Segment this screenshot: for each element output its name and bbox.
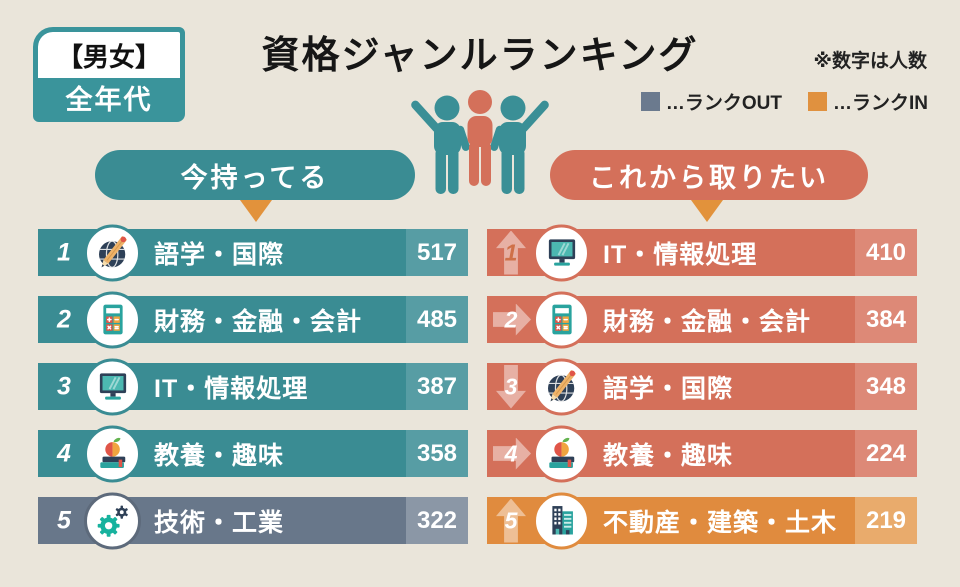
count-value: 219 [855,497,917,544]
count-value: 387 [406,363,468,410]
pointer-triangle-icon [240,200,272,222]
genre-label: 語学・国際 [154,240,285,269]
column-header-want: これから取りたい [550,150,868,200]
page-title: 資格ジャンルランキング [261,35,699,77]
monitor-icon [84,358,141,415]
rank-number: 4 [57,439,71,467]
genre-label: 財務・金融・会計 [154,307,363,336]
legend-rank-out-label: …ランクOUT [665,93,782,114]
apple-books-icon [84,425,141,482]
rank-number: 3 [504,373,518,399]
want-row-3: 3 語学・国際 348 [487,358,917,415]
genre-label: IT・情報処理 [154,374,309,403]
want-row-1: 1 IT・情報処理 410 [487,224,917,281]
badge-age-label: 全年代 [65,85,153,115]
rank-number: 1 [504,239,518,265]
genre-label: 教養・趣味 [154,441,285,470]
globe-pencil-icon [533,358,590,415]
have-row-4: 4 教養・趣味 358 [38,425,468,482]
genre-label: 技術・工業 [154,508,285,537]
count-value: 410 [855,229,917,276]
pointer-triangle-icon [691,200,723,222]
count-value: 348 [855,363,917,410]
calculator-icon [533,291,590,348]
count-value: 384 [855,296,917,343]
rank-in-swatch-icon [807,92,827,111]
count-value: 322 [406,497,468,544]
unit-note: ※数字は人数 [813,51,927,72]
genre-label: 語学・国際 [603,374,734,403]
rank-number: 4 [504,440,518,466]
have-row-3: 3 IT・情報処理 387 [38,358,468,415]
have-row-5-rank-out: 5 技術・工業 322 [38,492,468,549]
building-icon [533,492,590,549]
calculator-icon [84,291,141,348]
have-row-2: 2 財務・金融・会計 485 [38,291,468,348]
audience-badge: 【男女】 全年代 [33,27,185,122]
gears-icon [84,492,141,549]
rank-number: 3 [57,372,71,400]
want-row-4: 4 教養・趣味 224 [487,425,917,482]
legend-rank-in-label: …ランクIN [832,93,928,114]
count-value: 517 [406,229,468,276]
count-value: 224 [855,430,917,477]
three-people-icon [410,86,550,210]
globe-pencil-icon [84,224,141,281]
monitor-icon [533,224,590,281]
rank-number: 5 [504,507,518,533]
legend: …ランクOUT …ランクIN [640,88,928,115]
rank-number: 5 [57,506,71,534]
rank-number: 2 [57,305,71,333]
badge-gender-label: 【男女】 [38,32,180,78]
count-value: 358 [406,430,468,477]
count-value: 485 [406,296,468,343]
rank-out-swatch-icon [640,92,660,111]
genre-label: IT・情報処理 [603,240,758,269]
rank-number: 2 [504,306,518,332]
want-row-2: 2 財務・金融・会計 384 [487,291,917,348]
want-row-5-rank-in: 5 不動産・建築・土木 219 [487,492,917,549]
genre-label: 不動産・建築・土木 [603,508,838,537]
rank-number: 1 [57,238,71,266]
have-row-1: 1 語学・国際 517 [38,224,468,281]
genre-label: 財務・金融・会計 [603,307,812,336]
column-header-have: 今持ってる [95,150,415,200]
genre-label: 教養・趣味 [603,441,734,470]
apple-books-icon [533,425,590,482]
